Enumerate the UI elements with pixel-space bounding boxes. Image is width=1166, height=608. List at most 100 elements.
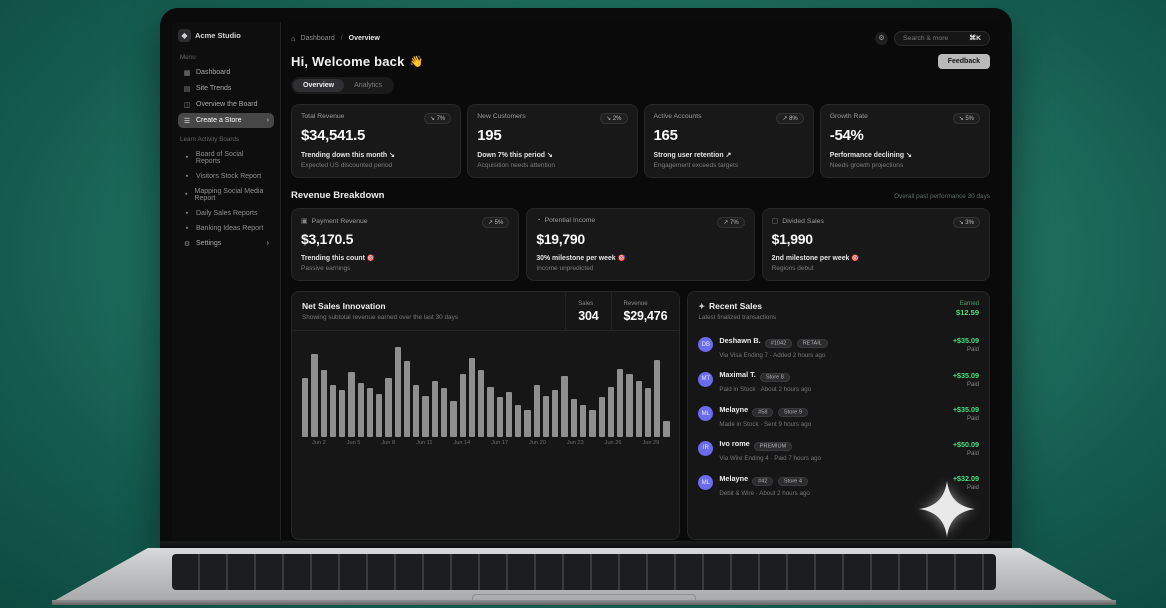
main-content: ⌂ Dashboard / Overview ⚙ Search & more ⌘… — [281, 22, 1000, 540]
app-window: ◆ Acme Studio Menu ▦ Dashboard ▤ Site Trend… — [172, 22, 1000, 540]
sidebar: ◆ Acme Studio Menu ▦ Dashboard ▤ Site Trend… — [172, 22, 281, 540]
chart-bar — [487, 386, 494, 437]
card-subtext: Regions debut — [771, 265, 814, 272]
chart-bar — [524, 410, 531, 437]
sidebar-item-mapping-social-media-report[interactable]: ▪ Mapping Social Media Report — [185, 187, 264, 202]
sidebar-item-banking-ideas-report[interactable]: ▪ Banking Ideas Report — [178, 221, 274, 235]
sale-list-item[interactable]: ML Melayne #42 Store 4 Debit & Wire · Ab… — [698, 469, 979, 497]
sidebar-item-visitors-stock-report[interactable]: ▪ Visitors Stock Report — [178, 169, 274, 183]
grid-icon: ▦ — [183, 69, 191, 77]
sale-badges: #1042 RETAIL — [764, 331, 828, 349]
laptop-hinge — [160, 541, 1012, 551]
sale-badge: RETAIL — [796, 338, 828, 348]
sidebar-item-daily-sales-reports[interactable]: ▪ Daily Sales Reports — [178, 206, 274, 220]
revenue-section-title: Revenue Breakdown — [291, 190, 385, 201]
card-subtext: Needs growth projections — [829, 162, 904, 169]
sidebar-item-board-of-social-reports[interactable]: ▪ Board of Social Reports — [178, 147, 274, 168]
card-trend-line: 30% milestone per week 🎯 — [536, 255, 626, 262]
sale-list-item[interactable]: IR Ivo rome PREMIUM Via Wire Ending 4 · … — [698, 435, 979, 462]
chart-bar — [579, 404, 587, 437]
x-tick-label: Jun 17 — [491, 440, 509, 446]
sale-badge: Store 4 — [777, 476, 808, 486]
page-title: Hi, Welcome back — [291, 54, 405, 69]
chart-bar — [403, 361, 411, 437]
tab-analytics[interactable]: Analytics — [354, 82, 383, 89]
stat-card[interactable]: Growth Rate ↘ 5% -54% Performance declin… — [819, 104, 990, 178]
stat-card[interactable]: ▣ Payment Revenue ↗ 5% $3,170.5 Trending … — [291, 208, 520, 281]
sidebar-item-dashboard[interactable]: ▦ Dashboard — [183, 69, 231, 77]
sale-amount: +$35.09 — [952, 370, 979, 380]
sale-amount: +$32.09 — [952, 474, 979, 484]
stat-card[interactable]: Total Revenue ↘ 7% $34,541.5 Trending do… — [291, 104, 462, 178]
stat-card[interactable]: New Customers ↘ 2% 195 Down 7% this peri… — [467, 104, 638, 178]
chart-stat-revenue[interactable]: Revenue $29,476 — [610, 292, 680, 330]
trend-badge: ↘ 7% — [423, 113, 452, 124]
chart-bar — [496, 397, 503, 437]
chart-stat-sales[interactable]: Sales 304 — [565, 292, 610, 330]
chart-bar — [302, 377, 309, 437]
tab-bar: Overview Analytics — [291, 77, 395, 94]
card-trend-line: Down 7% this period ↘ — [477, 152, 553, 159]
sale-badges: #42 Store 4 — [752, 469, 808, 487]
earned-label: Earned — [959, 301, 979, 307]
brand-row[interactable]: ◆ Acme Studio — [178, 29, 274, 42]
sidebar-reports: ▪ Board of Social Reports ▪ Visitors Stock … — [178, 147, 274, 235]
chart-panel: Net Sales Innovation Showing subtotal re… — [291, 291, 681, 540]
chart-bar — [366, 388, 374, 437]
sparkle-icon: ✦ — [698, 301, 706, 311]
card-trend-line: 2nd milestone per week 🎯 — [771, 255, 860, 262]
chart-bar — [654, 359, 661, 437]
card-subtext: Passive earnings — [301, 265, 351, 272]
sidebar-item-settings[interactable]: ⚙ Settings › — [183, 240, 269, 248]
x-tick-label: Jun 29 — [642, 440, 660, 446]
trend-badge: ↗ 8% — [776, 113, 804, 124]
home-icon[interactable]: ⌂ — [291, 33, 296, 43]
sidebar-item-create-a-store[interactable]: ☰ Create a Store › — [178, 113, 274, 128]
breadcrumb-root[interactable]: Dashboard — [300, 34, 335, 42]
sale-status: Paid — [966, 416, 979, 423]
stat-card[interactable]: ◔ Potential Income ↗ 7% $19,790 30% miles… — [526, 208, 755, 281]
chevron-right-icon: › — [266, 240, 269, 247]
sale-list-item[interactable]: MT Maximal T. Store 8 Paid in Stock · Ab… — [698, 366, 979, 393]
feedback-button[interactable]: Feedback — [937, 54, 990, 69]
dot-icon: ▪ — [185, 224, 189, 232]
sales-list: DB Deshawn B. #1042 RETAIL Via Visa Endi… — [698, 331, 979, 497]
sale-status: Paid — [966, 450, 979, 457]
stat-card[interactable]: Active Accounts ↗ 8% 165 Strong user ret… — [643, 104, 814, 178]
tab-overview[interactable]: Overview — [293, 79, 345, 92]
stat-card[interactable]: ▢ Divided Sales ↘ 3% $1,990 2nd milestone… — [761, 208, 990, 281]
customer-name: Melayne — [719, 404, 749, 414]
chart-bar — [422, 395, 429, 437]
avatar: DB — [698, 337, 714, 353]
chart-bar — [561, 375, 568, 437]
card-subtext: Acquisition needs attention — [477, 162, 555, 169]
x-tick-label: Jun 11 — [416, 440, 433, 446]
customer-name: Melayne — [719, 473, 749, 483]
avatar: ML — [698, 475, 714, 491]
sale-list-item[interactable]: ML Melayne #58 Store 9 Made in Stock · S… — [698, 400, 979, 428]
sale-note: Via Visa Ending 7 · Added 2 hours ago — [719, 351, 826, 359]
card-subtext: Expected US discounted period — [301, 162, 393, 169]
customer-name: Ivo rome — [719, 439, 750, 448]
trend-badge: ↘ 3% — [952, 217, 980, 228]
sale-note: Made in Stock · Sent 9 hours ago — [719, 420, 812, 428]
chevron-right-icon: › — [266, 117, 269, 124]
chart-bar — [589, 410, 596, 437]
gear-icon-button[interactable]: ⚙ — [875, 31, 888, 45]
chart-bar — [644, 388, 652, 437]
sale-badge: Store 9 — [777, 407, 808, 417]
recent-sales-title: Recent Sales — [709, 301, 762, 311]
chart-bar — [617, 368, 624, 437]
card-subtext: Income unpredicted — [536, 265, 594, 272]
sidebar-item-site-trends[interactable]: ▤ Site Trends — [183, 85, 232, 93]
chart-description: Showing subtotal revenue earned over the… — [302, 314, 458, 321]
sale-list-item[interactable]: DB Deshawn B. #1042 RETAIL Via Visa Endi… — [698, 331, 979, 359]
card-value: $3,170.5 — [301, 231, 354, 247]
trend-icon: ◔ — [536, 217, 541, 224]
chart-bar — [394, 347, 401, 437]
brand-logo-icon: ◆ — [178, 29, 191, 42]
search-input[interactable]: Search & more ⌘K — [894, 30, 990, 46]
sidebar-item-overview-the-board[interactable]: ◫ Overview the Board — [183, 101, 258, 109]
dot-icon: ▪ — [185, 154, 189, 161]
card-value: $34,541.5 — [301, 127, 366, 144]
